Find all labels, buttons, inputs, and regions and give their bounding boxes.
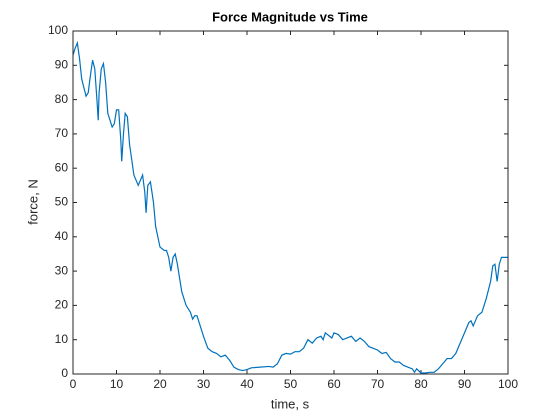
data-line bbox=[72, 40, 508, 374]
x-axis-label: time, s bbox=[271, 396, 310, 411]
x-tick-label: 70 bbox=[371, 377, 385, 391]
x-tick-label: 20 bbox=[153, 377, 167, 391]
y-tick-label: 0 bbox=[61, 366, 68, 380]
x-tick-label: 80 bbox=[414, 377, 428, 391]
y-tick-label: 90 bbox=[55, 57, 69, 71]
y-tick-label: 70 bbox=[55, 126, 69, 140]
x-tick-label: 100 bbox=[498, 377, 518, 391]
x-tick-label: 60 bbox=[327, 377, 341, 391]
y-tick-label: 50 bbox=[55, 195, 69, 209]
x-tick-label: 40 bbox=[240, 377, 254, 391]
axes-box bbox=[72, 30, 509, 375]
y-tick-label: 60 bbox=[55, 160, 69, 174]
y-tick-label: 80 bbox=[55, 92, 69, 106]
x-tick-label: 0 bbox=[70, 377, 77, 391]
axes-background bbox=[73, 31, 508, 374]
y-axis-label: force, N bbox=[25, 179, 40, 225]
x-tick-label: 50 bbox=[284, 377, 298, 391]
x-tick-label: 10 bbox=[110, 377, 124, 391]
y-tick-label: 10 bbox=[55, 332, 69, 346]
x-tick-label: 30 bbox=[197, 377, 211, 391]
y-tick-label: 20 bbox=[55, 298, 69, 312]
y-tick-label: 40 bbox=[55, 229, 69, 243]
y-tick-label: 30 bbox=[55, 263, 69, 277]
chart-title: Force Magnitude vs Time bbox=[212, 9, 368, 24]
x-tick-label: 90 bbox=[458, 377, 472, 391]
y-tick-label: 100 bbox=[48, 23, 68, 37]
